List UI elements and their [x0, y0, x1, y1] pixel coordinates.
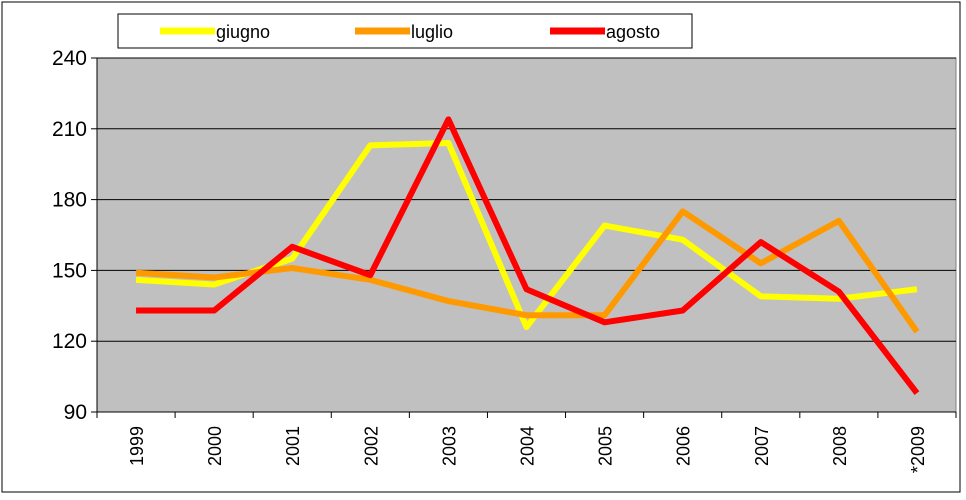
legend-label: agosto	[606, 22, 660, 42]
x-tick-label: 2002	[361, 426, 381, 466]
y-tick-label: 150	[52, 259, 87, 282]
legend-label: luglio	[411, 22, 453, 42]
x-tick-label: 2005	[596, 426, 616, 466]
x-tick-label: 2006	[674, 426, 694, 466]
x-tick-label: 2000	[205, 426, 225, 466]
y-tick-label: 240	[52, 47, 87, 70]
x-tick-label: 2004	[518, 426, 538, 466]
y-tick-label: 180	[52, 189, 87, 212]
y-tick-label: 90	[64, 401, 87, 424]
x-tick-label: 2008	[830, 426, 850, 466]
plot-area	[96, 57, 957, 413]
legend-label: giugno	[216, 22, 270, 42]
x-tick-label: 2003	[439, 426, 459, 466]
y-tick-label: 120	[52, 330, 87, 353]
x-tick-label: 1999	[127, 426, 147, 466]
x-tick-label: 2007	[752, 426, 772, 466]
x-tick-label: 2001	[283, 426, 303, 466]
x-tick-label: *2009	[908, 426, 928, 473]
y-tick-label: 210	[52, 118, 87, 141]
line-series	[136, 116, 920, 395]
